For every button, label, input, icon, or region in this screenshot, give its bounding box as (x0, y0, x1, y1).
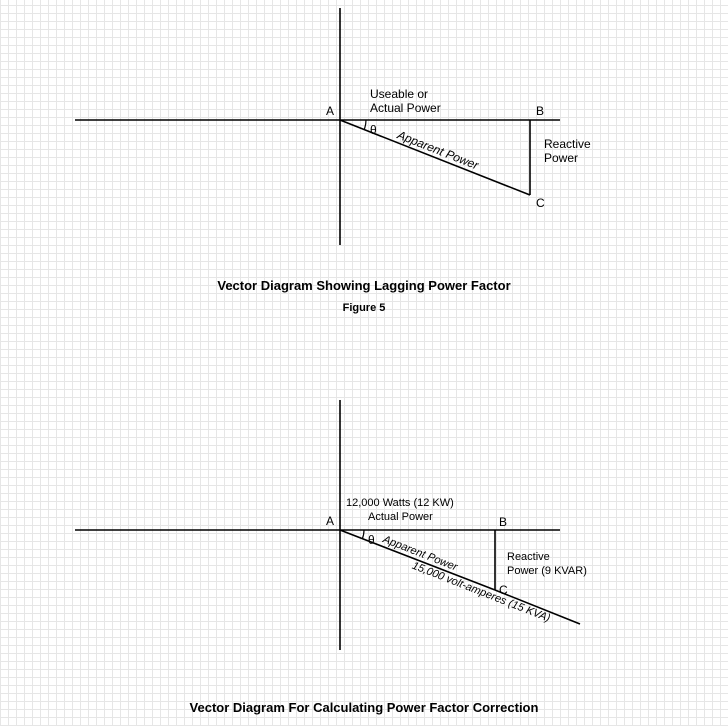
svg-text:Actual Power: Actual Power (370, 101, 441, 115)
svg-text:Power: Power (544, 151, 578, 165)
svg-text:A: A (326, 104, 334, 118)
diagram1-figure-label: Figure 5 (0, 302, 728, 314)
svg-text:Reactive: Reactive (544, 137, 591, 151)
svg-text:Actual Power: Actual Power (368, 511, 433, 523)
svg-text:Useable or: Useable or (370, 87, 428, 101)
diagram2-caption: Vector Diagram For Calculating Power Fac… (0, 700, 728, 715)
svg-text:θ: θ (368, 533, 375, 547)
svg-text:A: A (326, 514, 334, 528)
svg-text:Power (9 KVAR): Power (9 KVAR) (507, 565, 587, 577)
svg-text:B: B (499, 515, 507, 529)
svg-text:Reactive: Reactive (507, 551, 550, 563)
svg-text:B: B (536, 104, 544, 118)
svg-text:Apparent Power: Apparent Power (394, 127, 481, 172)
diagram1-caption: Vector Diagram Showing Lagging Power Fac… (0, 278, 728, 293)
diagrams-canvas: θABCUseable orActual PowerReactivePowerA… (0, 0, 728, 726)
svg-text:C: C (536, 196, 545, 210)
svg-text:12,000 Watts (12 KW): 12,000 Watts (12 KW) (346, 497, 454, 509)
svg-text:θ: θ (370, 123, 377, 137)
